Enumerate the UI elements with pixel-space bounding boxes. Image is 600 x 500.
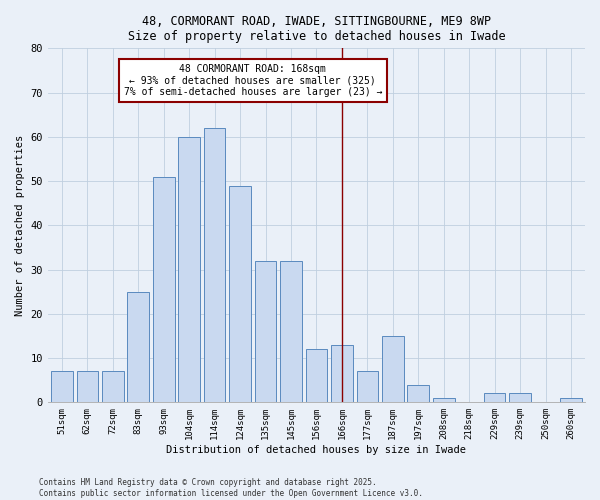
Bar (407, 384, 429, 402)
X-axis label: Distribution of detached houses by size in Iwade: Distribution of detached houses by size … (166, 445, 466, 455)
Title: 48, CORMORANT ROAD, IWADE, SITTINGBOURNE, ME9 8WP
Size of property relative to d: 48, CORMORANT ROAD, IWADE, SITTINGBOURNE… (128, 15, 505, 43)
Bar (77, 372, 98, 402)
Bar (433, 398, 455, 402)
Bar (127, 292, 149, 403)
Bar (153, 176, 175, 402)
Bar (305, 349, 327, 403)
Bar (280, 260, 302, 402)
Text: Contains HM Land Registry data © Crown copyright and database right 2025.
Contai: Contains HM Land Registry data © Crown c… (39, 478, 423, 498)
Bar (509, 394, 531, 402)
Bar (356, 372, 378, 402)
Bar (51, 372, 73, 402)
Bar (382, 336, 404, 402)
Bar (484, 394, 505, 402)
Text: 48 CORMORANT ROAD: 168sqm
← 93% of detached houses are smaller (325)
7% of semi-: 48 CORMORANT ROAD: 168sqm ← 93% of detac… (124, 64, 382, 97)
Bar (102, 372, 124, 402)
Y-axis label: Number of detached properties: Number of detached properties (15, 134, 25, 316)
Bar (331, 345, 353, 403)
Bar (560, 398, 582, 402)
Bar (229, 186, 251, 402)
Bar (204, 128, 226, 402)
Bar (178, 137, 200, 402)
Bar (255, 260, 277, 402)
